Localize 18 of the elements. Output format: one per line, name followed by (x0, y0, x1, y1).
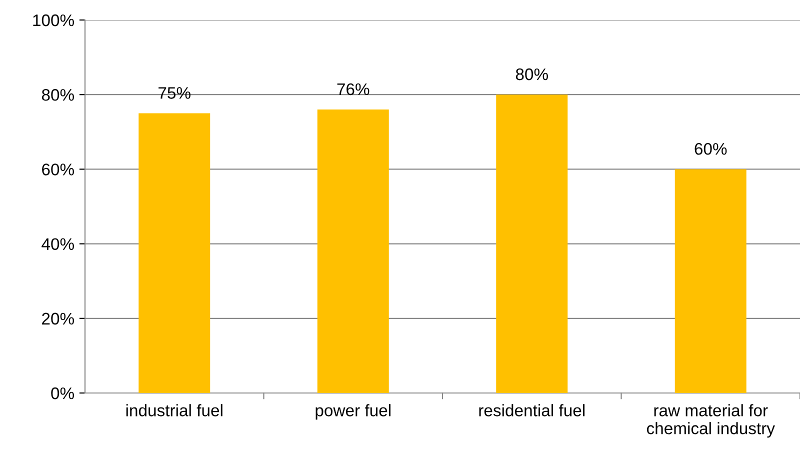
data-label: 80% (516, 68, 548, 80)
y-tick-label: 0% (51, 387, 74, 400)
data-label: 76% (337, 83, 370, 96)
data-label: 60% (694, 142, 727, 155)
x-tick-label: power fuel (316, 404, 390, 420)
data-label: 75% (158, 87, 190, 99)
x-tick-label: raw material for chemical industry (646, 404, 775, 438)
y-tick-label: 100% (33, 14, 74, 26)
y-tick-label: 60% (42, 164, 74, 176)
y-tick-label: 20% (42, 312, 74, 325)
y-tick-label: 80% (42, 89, 74, 101)
x-tick-label: industrial fuel (126, 404, 222, 416)
bar (674, 169, 746, 393)
y-tick-label: 40% (42, 238, 74, 250)
bar (138, 113, 210, 393)
bar (496, 94, 568, 393)
bar (317, 110, 389, 393)
x-tick-label: residential fuel (479, 404, 584, 416)
